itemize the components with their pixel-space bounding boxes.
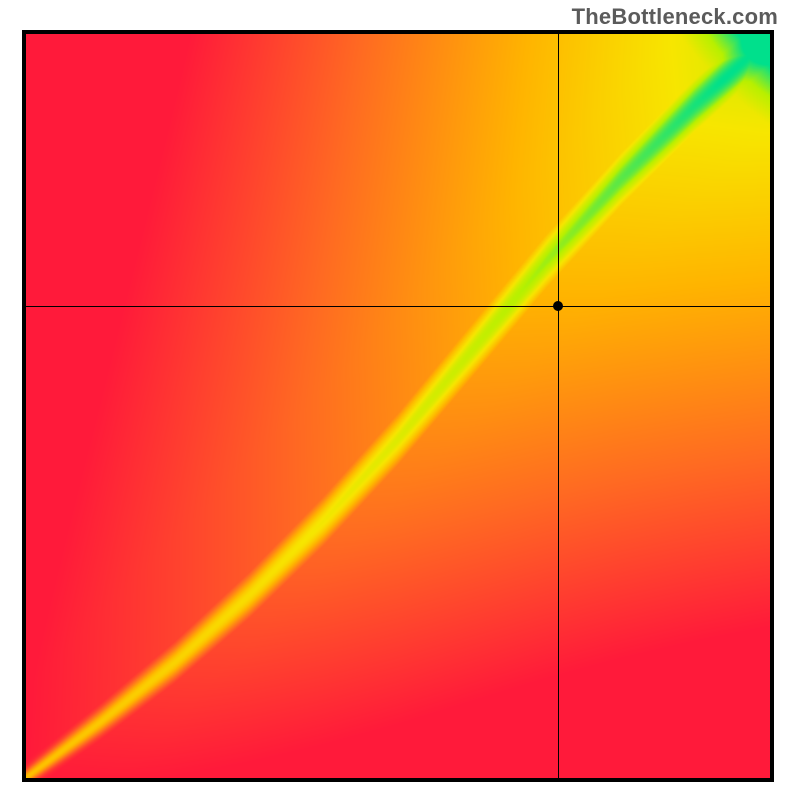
heatmap-canvas <box>26 34 770 778</box>
crosshair-horizontal <box>26 306 770 308</box>
crosshair-vertical <box>558 34 560 778</box>
marker-dot <box>553 301 563 311</box>
bottleneck-heatmap <box>22 30 774 782</box>
watermark-text: TheBottleneck.com <box>572 4 778 30</box>
